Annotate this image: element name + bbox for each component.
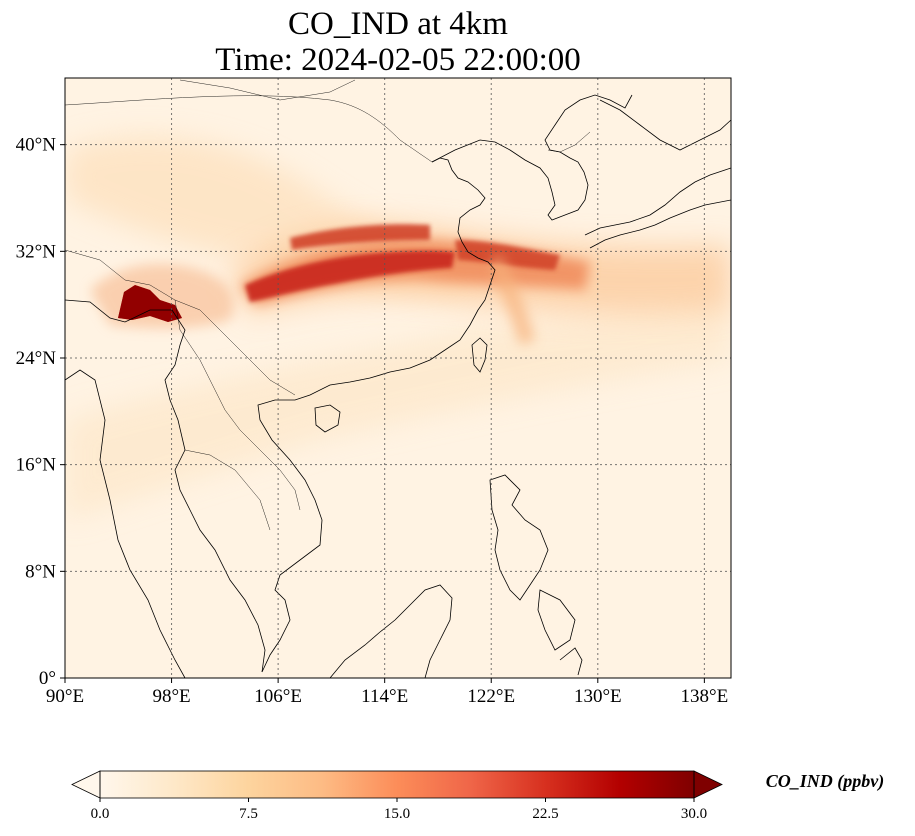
coastlines: [65, 94, 731, 678]
map-subtitle-time: Time: 2024-02-05 22:00:00: [215, 42, 581, 78]
y-tick-label: 24°N: [16, 348, 57, 369]
y-tick-label: 0°: [39, 668, 56, 689]
border-north: [179, 79, 356, 101]
x-tick-label: 106°E: [254, 686, 302, 707]
y-tick-label: 40°N: [16, 135, 57, 156]
coastline-korea: [431, 94, 633, 221]
y-tick-label: 32°N: [16, 241, 57, 262]
map-title: CO_IND at 4km: [288, 6, 508, 42]
colorbar-ticks: 0.0 7.5 15.0 22.5 30.0: [91, 798, 707, 822]
coastline-mindanao: [537, 589, 576, 651]
coastline-sulawesi: [559, 647, 583, 676]
gridlines: [65, 78, 731, 678]
longitude-axis: 90°E 98°E 106°E 114°E 122°E 130°E 138°E: [46, 678, 728, 707]
hotspot-core: [118, 285, 182, 322]
coastline-philippines: [489, 474, 549, 601]
map-plot-area: [65, 78, 731, 678]
border-mongolia: [65, 95, 433, 163]
coastline-taiwan: [471, 337, 488, 373]
colorbar: 0.0 7.5 15.0 22.5 30.0: [71, 770, 723, 822]
coastline-hainan: [314, 404, 341, 433]
colorbar-tick-label: 22.5: [532, 806, 558, 822]
colorbar-label: CO_IND (ppbv): [765, 771, 885, 791]
colorbar-extend-max: [693, 770, 723, 799]
coastline-borneo: [329, 584, 453, 678]
coastline-myanmar-coast: [65, 369, 186, 678]
colorbar-gradient: [100, 771, 694, 798]
plume-taiwan-strait: [490, 255, 535, 345]
coastline-japan-kyushu: [589, 199, 731, 249]
border-china-south: [65, 249, 296, 396]
border-korea-dmz: [547, 131, 591, 153]
coastline-japan-south: [584, 167, 731, 236]
x-tick-label: 138°E: [681, 686, 729, 707]
plume-band-core-west: [245, 250, 455, 302]
country-borders: [65, 79, 591, 531]
x-tick-label: 98°E: [152, 686, 190, 707]
colorbar-tick-label: 30.0: [681, 806, 707, 822]
colorbar-tick-label: 0.0: [91, 806, 110, 822]
plume-band-core-north: [290, 224, 430, 250]
y-tick-label: 16°N: [16, 455, 57, 476]
border-thailand-cambodia: [184, 449, 271, 531]
latitude-axis: 0° 8°N 16°N 24°N 32°N 40°N: [16, 135, 65, 689]
coastline-china-east: [257, 157, 496, 673]
colorbar-extend-min: [71, 770, 101, 799]
x-tick-label: 122°E: [467, 686, 515, 707]
x-tick-label: 130°E: [574, 686, 622, 707]
x-tick-label: 90°E: [46, 686, 84, 707]
colorbar-tick-label: 7.5: [239, 806, 258, 822]
coastline-indochina-west: [65, 299, 266, 673]
x-tick-label: 114°E: [361, 686, 408, 707]
border-laos-vietnam: [174, 299, 301, 511]
plume-band-core-east: [455, 240, 560, 270]
y-tick-label: 8°N: [25, 561, 56, 582]
map-frame: [64, 77, 732, 679]
colorbar-tick-label: 15.0: [384, 806, 410, 822]
